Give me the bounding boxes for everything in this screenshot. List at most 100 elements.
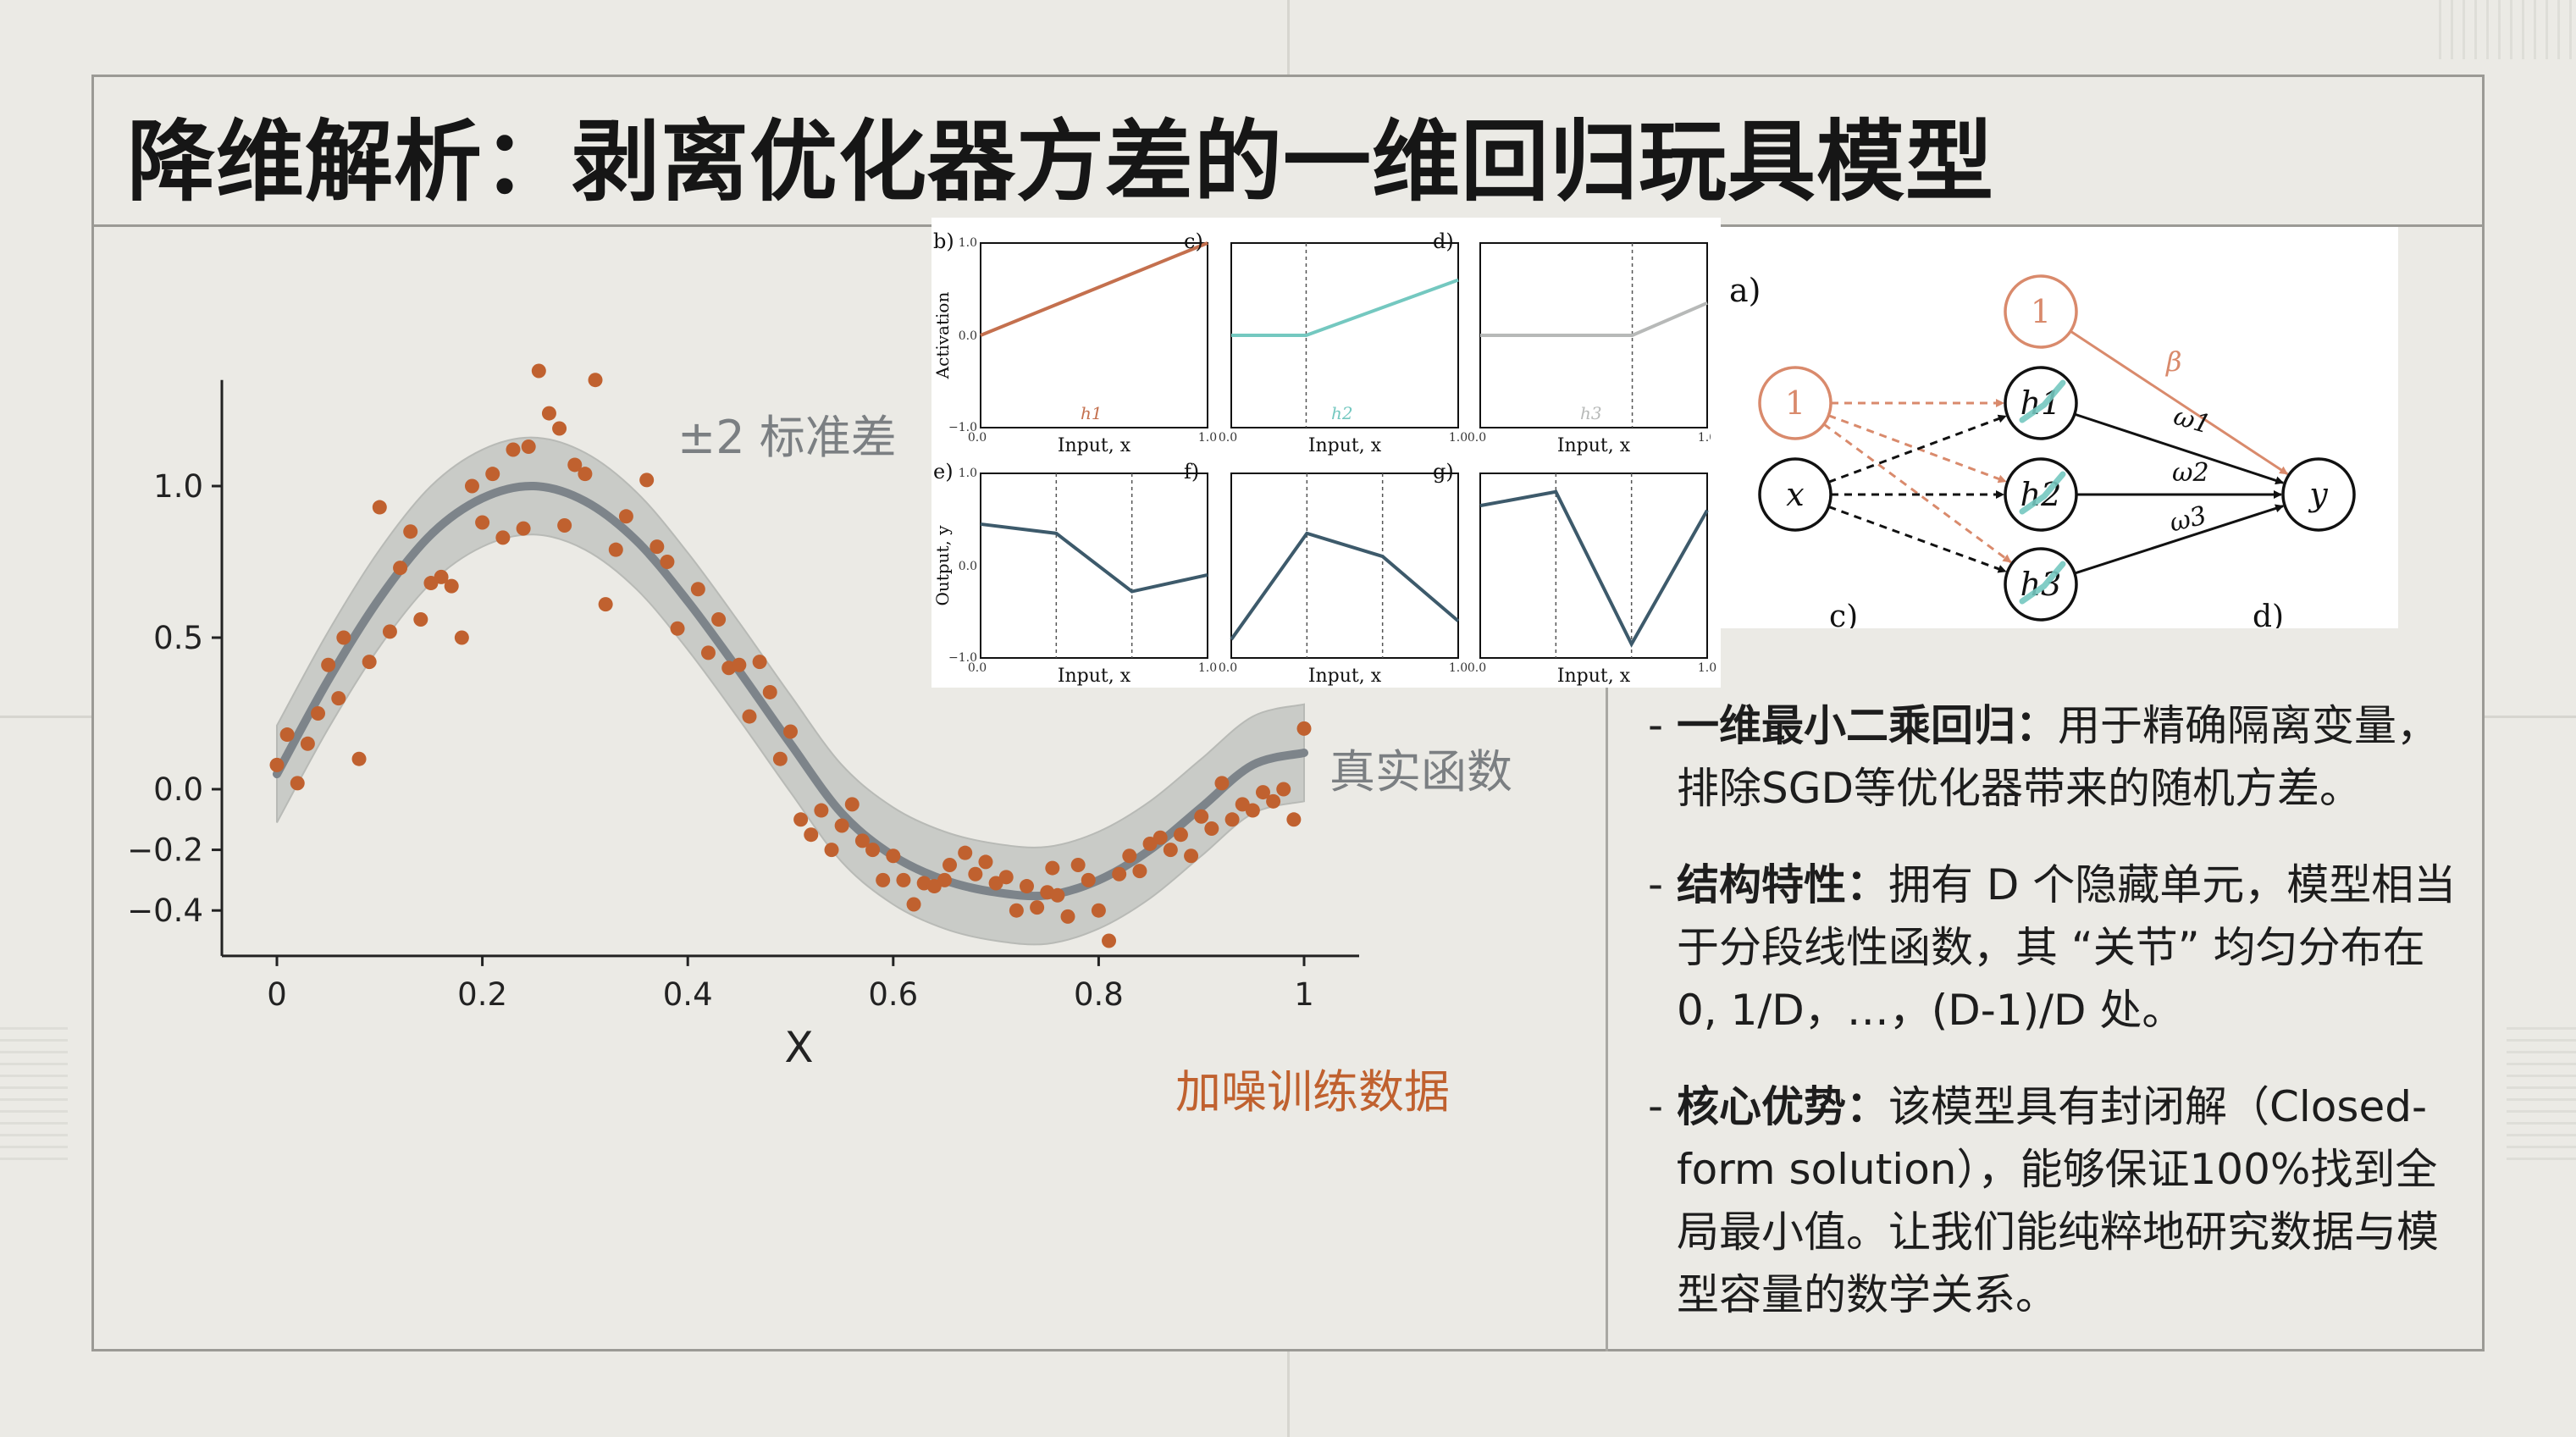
data-point — [521, 439, 536, 454]
std-band-area — [276, 436, 1305, 946]
y-min-label: −1.0 — [948, 421, 977, 434]
data-point — [937, 872, 952, 887]
x-max-label: 1.0 — [1198, 431, 1217, 445]
data-point — [1245, 803, 1260, 818]
relu-mark — [2019, 379, 2066, 423]
data-point — [1214, 776, 1230, 791]
data-point — [321, 657, 336, 672]
inset-x-label: Input, x — [1557, 666, 1631, 687]
bullet-item: - 一维最小二乘回归：用于精确隔离变量，排除SGD等优化器带来的随机方差。 — [1648, 694, 2461, 820]
data-point — [906, 897, 921, 912]
data-point — [516, 521, 531, 536]
data-point — [1163, 843, 1178, 858]
bg-line-v2 — [1287, 1351, 1290, 1437]
data-point — [393, 561, 408, 576]
data-point — [1009, 903, 1024, 918]
band-label: ±2 标准差 — [677, 411, 897, 464]
slide-title: 降维解析：剥离优化器方差的一维回归玩具模型 — [127, 110, 1995, 213]
relu-mark — [2019, 561, 2066, 605]
inset-x-label: Input, x — [1058, 666, 1131, 687]
inset-id-label: c) — [1184, 229, 1203, 253]
node-circle — [1758, 366, 1832, 440]
bg-line-v1 — [1287, 0, 1290, 75]
data-point — [732, 657, 747, 672]
data-point — [1153, 830, 1168, 845]
data-point — [896, 872, 911, 887]
data-point — [690, 582, 705, 597]
data-point — [506, 442, 521, 457]
inset-id-label: d) — [1433, 229, 1454, 253]
y-max-label: 1.0 — [959, 236, 977, 250]
data-point — [300, 736, 315, 751]
inset-y-label: Activation — [932, 292, 953, 380]
hidden-output-edge — [2074, 504, 2285, 575]
inset-y-label: Output, y — [932, 525, 953, 606]
inset-frame — [980, 473, 1208, 659]
data-point — [1030, 900, 1045, 915]
hidden-node: h3 — [2004, 547, 2078, 622]
data-point — [290, 776, 305, 791]
data-point — [700, 645, 716, 660]
data-point — [834, 818, 849, 833]
data-point — [495, 530, 511, 545]
input-edge — [1827, 506, 2007, 573]
data-point — [854, 833, 870, 848]
unit-label: h2 — [1331, 403, 1353, 423]
x-min-label: 0.0 — [1468, 661, 1486, 675]
input-node: x — [1758, 457, 1832, 532]
x-min-label: 0.0 — [1219, 431, 1237, 445]
node-circle — [1758, 457, 1832, 532]
inset-x-label: Input, x — [1058, 435, 1131, 456]
data-point — [362, 655, 377, 670]
data-point — [742, 709, 757, 724]
y-max-label: 1.0 — [959, 467, 977, 480]
data-point — [998, 870, 1014, 885]
data-point — [541, 406, 556, 421]
x-max-label: 1.0 — [1449, 431, 1468, 445]
data-point — [464, 478, 479, 494]
data-point — [1132, 864, 1147, 879]
data-point — [434, 569, 449, 584]
data-point — [1194, 809, 1209, 824]
data-point — [588, 373, 603, 388]
y-tick-label: −0.2 — [127, 832, 203, 869]
data-point — [351, 751, 367, 766]
weight-label: ω1 — [2170, 401, 2214, 440]
inset-curve — [1230, 531, 1460, 641]
data-point — [1081, 872, 1096, 887]
noisy-data-label: 加噪训练数据 — [1175, 1065, 1450, 1119]
cut-label: d) — [2253, 600, 2284, 628]
data-point — [1019, 879, 1034, 894]
data-point — [958, 845, 973, 860]
data-point — [1255, 785, 1270, 800]
data-point — [557, 518, 572, 533]
hidden-output-edge — [2074, 412, 2285, 485]
data-point — [968, 866, 983, 882]
bg-stripes-right — [2507, 1025, 2576, 1160]
inset-frame — [980, 242, 1208, 428]
data-point — [650, 539, 665, 555]
inset-x-label: Input, x — [1557, 435, 1631, 456]
data-point — [413, 612, 428, 627]
x-axis-title: X — [784, 1023, 813, 1072]
inset-curve — [1479, 489, 1709, 648]
data-point — [865, 843, 881, 858]
data-point — [336, 630, 351, 645]
x-max-label: 1.0 — [1198, 661, 1217, 675]
bullet-head: 结构特性： — [1677, 860, 1888, 909]
x-min-label: 0.0 — [968, 661, 987, 675]
data-point — [711, 612, 727, 627]
x-tick-label: 0.2 — [457, 976, 507, 1013]
bias-edge — [1827, 414, 2007, 484]
data-point — [886, 848, 901, 864]
inset-id-label: g) — [1433, 460, 1454, 484]
data-point — [331, 691, 346, 706]
bias-node-top: 1 — [2004, 274, 2078, 349]
y-tick-label: 1.0 — [153, 468, 203, 505]
